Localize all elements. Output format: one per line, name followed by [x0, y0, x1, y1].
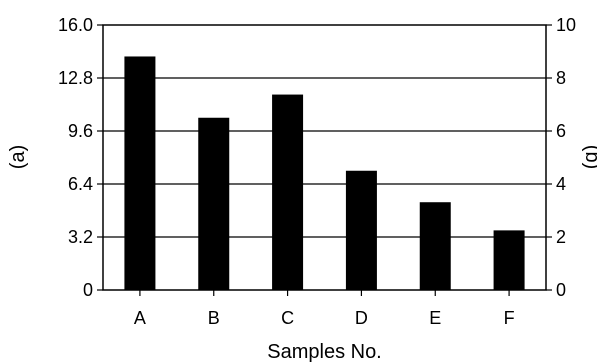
gridlines	[103, 77, 546, 238]
y-tick-label: 9.6	[68, 121, 93, 141]
bars	[124, 56, 525, 290]
y-tick-labels: 0 3.2 6.4 9.6 12.8 16.0	[58, 15, 93, 300]
x-tick-label: E	[429, 308, 441, 328]
bar-e	[419, 202, 451, 290]
bar-c	[272, 94, 304, 290]
x-axis-title: Samples No.	[267, 341, 382, 363]
y-tick-label: 6.4	[68, 174, 93, 194]
x-tick-label: A	[134, 308, 146, 328]
x-tick-label: D	[355, 308, 368, 328]
y2-axis-title: (b)	[581, 145, 597, 169]
y2-tick-label: 0	[556, 280, 566, 300]
y2-tick-label: 10	[556, 15, 576, 35]
x-tick-label: F	[504, 308, 515, 328]
y-axis-title: (a)	[7, 145, 29, 169]
y2-tick-labels: 0 2 4 6 8 10	[556, 15, 576, 300]
y-tick-label: 0	[83, 280, 93, 300]
x-tick-labels: A B C D E F	[134, 308, 515, 328]
axis-ticks	[97, 24, 552, 296]
y-tick-label: 16.0	[58, 15, 93, 35]
plot-frame	[102, 24, 547, 291]
y2-tick-label: 6	[556, 121, 566, 141]
y2-tick-label: 4	[556, 174, 566, 194]
bar-a	[124, 56, 156, 290]
x-tick-label: B	[208, 308, 220, 328]
bar-d	[345, 170, 377, 290]
bar-b	[198, 117, 230, 290]
x-tick-label: C	[281, 308, 294, 328]
y2-tick-label: 8	[556, 68, 566, 88]
bar-f	[493, 230, 525, 290]
y-tick-label: 3.2	[68, 227, 93, 247]
y2-tick-label: 2	[556, 227, 566, 247]
y-tick-label: 12.8	[58, 68, 93, 88]
